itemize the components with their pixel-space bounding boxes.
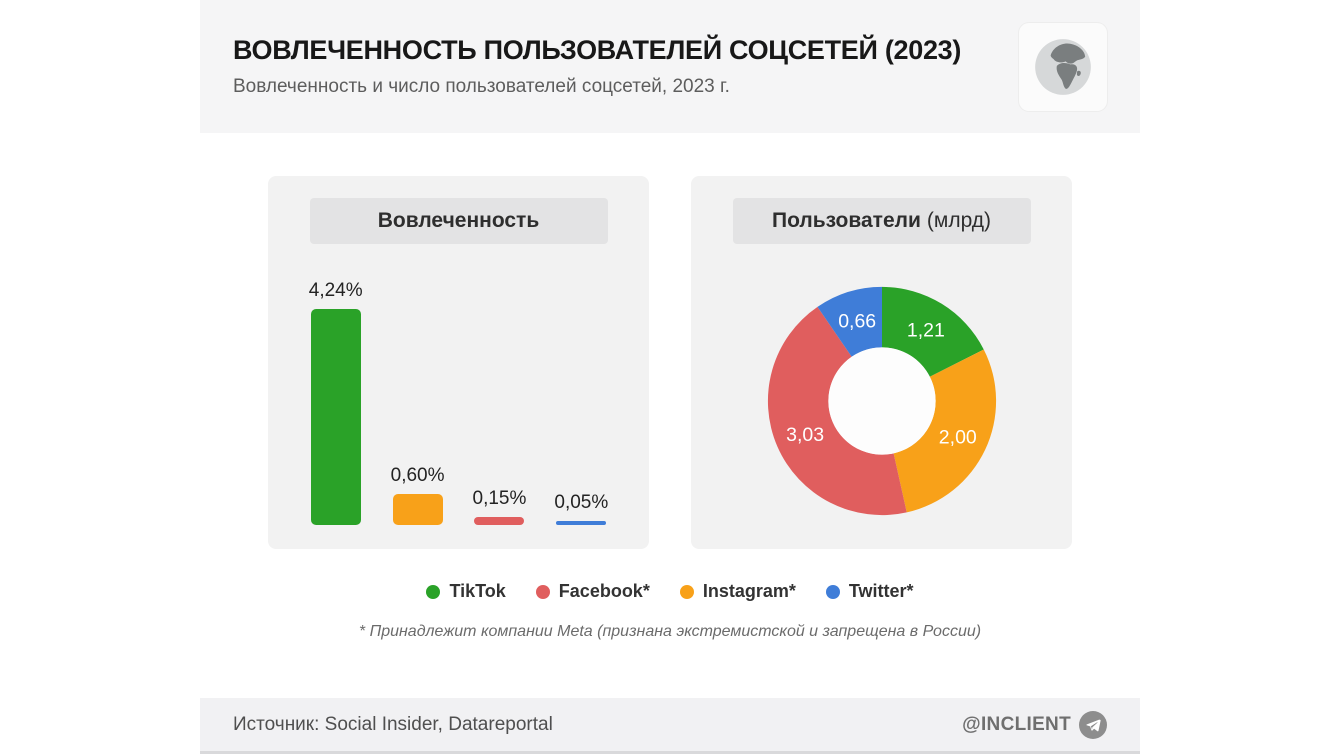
bar-column: 0,60% [391,465,445,525]
globe-icon [1035,38,1091,95]
twitter-dot-icon [825,584,840,599]
bar-column: 4,24% [309,280,363,525]
card-header: ВОВЛЕЧЕННОСТЬ ПОЛЬЗОВАТЕЛЕЙ СОЦСЕТЕЙ (20… [200,0,1140,133]
card-footer: Источник: Social Insider, Datareportal @… [200,698,1140,751]
legend-label: Twitter* [848,581,914,601]
chart-legend: TikTok Facebook* Instagram* Twitter* [200,581,1140,602]
bar-value-label: 0,15% [472,488,527,509]
card-main: Вовлеченность 4,24% 0,60% 0,15% 0,05% Польз… [200,133,1140,698]
users-title-unit: (млрд) [926,209,992,232]
legend-label: Instagram* [702,581,796,601]
panels-row: Вовлеченность 4,24% 0,60% 0,15% 0,05% Польз… [200,133,1140,549]
engagement-panel: Вовлеченность 4,24% 0,60% 0,15% 0,05% [268,176,649,549]
users-panel: Пользователи (млрд) 1,21 2,00 3,03 0,66 [691,176,1072,549]
infographic-card: ВОВЛЕЧЕННОСТЬ ПОЛЬЗОВАТЕЛЕЙ СОЦСЕТЕЙ (20… [200,0,1140,754]
bar [392,494,443,525]
bar [310,309,361,525]
bar-column: 0,15% [472,488,527,525]
page-title: ВОВЛЕЧЕННОСТЬ ПОЛЬЗОВАТЕЛЕЙ СОЦСЕТЕЙ (20… [233,35,962,65]
bar-value-label: 0,60% [390,465,445,486]
bar-value-label: 0,05% [554,492,609,513]
header-text: ВОВЛЕЧЕННОСТЬ ПОЛЬЗОВАТЕЛЕЙ СОЦСЕТЕЙ (20… [233,35,961,98]
inclient-handle: @INCLIENT [962,713,1071,735]
donut-segment [816,286,882,357]
bar-value-label: 4,24% [308,280,363,301]
legend-label: Facebook* [558,581,650,601]
donut-segment [881,286,984,377]
meta-footnote: * Принадлежит компании Meta (признана эк… [358,623,982,640]
legend-label: TikTok [449,581,506,601]
engagement-title-text: Вовлеченность [377,209,540,232]
donut-value-label: 1,21 [906,319,944,341]
donut-value-label: 0,66 [838,311,876,333]
users-panel-title: Пользователи (млрд) [732,198,1031,244]
source-text: Источник: Social Insider, Datareportal [233,713,553,735]
bar [556,521,607,525]
globe-logo-box [1019,22,1107,111]
instagram-dot-icon [679,584,694,599]
telegram-icon [1079,710,1107,739]
donut-segment [767,306,907,516]
engagement-panel-title: Вовлеченность [309,198,608,244]
bar-chart: 4,24% 0,60% 0,15% 0,05% [268,245,649,525]
page-subtitle: Вовлеченность и число пользователей соцс… [233,76,730,97]
bar [474,517,525,525]
legend-item-facebook: Facebook* [535,581,650,602]
donut-value-label: 2,00 [938,427,976,449]
donut-value-label: 3,03 [786,424,824,446]
users-title-bold: Пользователи [771,209,921,232]
donut-segment [893,349,996,513]
bar-column: 0,05% [554,492,608,525]
legend-item-instagram: Instagram* [679,581,796,602]
facebook-dot-icon [535,584,550,599]
legend-item-tiktok: TikTok [426,581,506,602]
inclient-badge[interactable]: @INCLIENT [962,710,1107,739]
legend-item-twitter: Twitter* [825,581,914,602]
donut-hole [827,347,936,455]
tiktok-dot-icon [426,584,441,599]
donut-chart: 1,21 2,00 3,03 0,66 [767,286,996,516]
